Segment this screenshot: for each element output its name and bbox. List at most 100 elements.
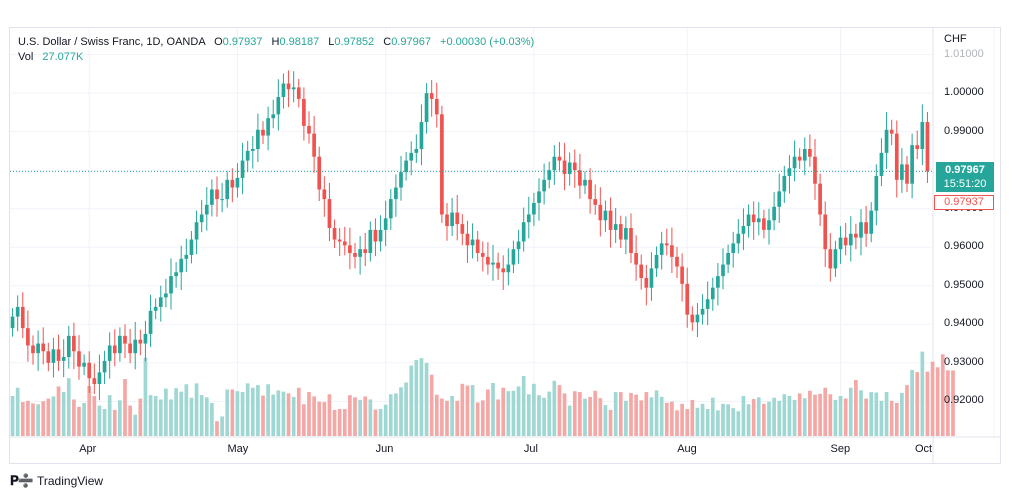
candle-body — [726, 253, 730, 265]
volume-bar — [879, 400, 884, 436]
candle-body — [838, 237, 843, 250]
candle-body — [808, 149, 812, 157]
candle-body — [455, 212, 460, 225]
volume-bar — [567, 405, 572, 436]
volume-key[interactable]: Vol — [18, 51, 34, 63]
candle-body — [169, 276, 173, 294]
candle-body — [276, 97, 281, 115]
volume-bar — [107, 395, 112, 436]
candle-body — [112, 345, 117, 354]
volume-bar — [557, 385, 562, 436]
volume-bar — [552, 380, 557, 436]
candle-body — [526, 214, 531, 223]
volume-bar — [813, 394, 817, 436]
open-key: O — [214, 36, 223, 48]
candle-body — [394, 187, 398, 200]
candle-body — [567, 162, 572, 175]
brand-name: TradingView — [37, 474, 104, 488]
volume-bar — [220, 416, 224, 436]
volume-bar — [787, 396, 792, 436]
volume-bar — [475, 402, 480, 436]
volume-bar — [792, 399, 797, 436]
volume-bar — [900, 392, 904, 436]
candle-body — [291, 87, 296, 90]
volume-bar — [429, 374, 434, 436]
candle-body — [286, 83, 291, 90]
volume-bar — [695, 407, 700, 436]
tradingview-brand[interactable]: 𝐏➗ TradingView — [10, 473, 103, 489]
volume-bar — [31, 403, 35, 436]
candle-body — [736, 233, 741, 244]
volume-bar — [291, 396, 296, 436]
candle-body — [61, 357, 66, 361]
volume-bar — [869, 392, 874, 436]
volume-bar — [92, 396, 97, 436]
candle-body — [82, 362, 86, 367]
candle-body — [772, 206, 776, 221]
volume-bar — [675, 410, 679, 436]
candle-body — [802, 149, 807, 161]
candle-body — [470, 239, 475, 246]
candle-body — [179, 258, 184, 273]
candle-body — [133, 339, 138, 354]
candle-body — [480, 253, 485, 257]
symbol-title[interactable]: U.S. Dollar / Swiss Franc, 1D, OANDA — [18, 36, 206, 48]
volume-bar — [250, 387, 255, 436]
candle-body — [373, 229, 378, 242]
volume-bar — [51, 396, 56, 436]
candle-body — [659, 243, 664, 255]
candle-body — [128, 343, 132, 354]
volume-bar — [935, 367, 940, 436]
candle-body — [654, 254, 659, 269]
candle-body — [920, 122, 925, 150]
candle-body — [649, 268, 654, 288]
volume-bar — [838, 396, 843, 436]
volume-bar — [276, 390, 281, 436]
volume-bar — [951, 370, 955, 436]
volume-bar — [562, 393, 567, 436]
volume-bar — [194, 383, 199, 436]
volume-bar — [736, 411, 741, 436]
candle-body — [235, 177, 240, 188]
candle-body — [588, 179, 592, 200]
volume-bar — [148, 395, 153, 436]
volume-bar — [756, 397, 761, 436]
candle-body — [143, 333, 148, 344]
candle-body — [731, 243, 736, 254]
currency-label: CHF — [944, 33, 967, 45]
volume-bar — [542, 397, 546, 436]
candle-body — [363, 249, 368, 254]
candle-body — [864, 222, 868, 234]
candle-body — [900, 164, 904, 180]
candle-body — [118, 335, 122, 354]
low-key: L — [328, 36, 335, 48]
price-tick-label: 1.01000 — [944, 47, 984, 60]
candle-body — [327, 199, 332, 228]
volume-bar — [731, 408, 736, 436]
candle-body — [419, 122, 424, 150]
candle-body — [440, 114, 444, 215]
time-tick-label: Oct — [915, 443, 933, 455]
volume-bar — [828, 394, 833, 436]
volume-bar — [823, 387, 828, 436]
volume-bar — [613, 392, 618, 436]
volume-bar — [470, 385, 475, 436]
candle-body — [378, 229, 383, 242]
volume-bar — [373, 409, 378, 436]
candle-body — [10, 316, 15, 329]
volume-bar — [225, 389, 230, 436]
candle-body — [700, 308, 705, 315]
volume-bar — [526, 394, 531, 436]
volume-bar — [705, 409, 710, 436]
candle-body — [215, 189, 219, 200]
candle-body — [874, 175, 879, 211]
volume-bar — [491, 382, 495, 436]
volume-bar — [578, 392, 582, 436]
candle-body — [511, 249, 516, 265]
candle-body — [174, 272, 178, 277]
candle-body — [240, 160, 245, 178]
volume-bar — [710, 397, 715, 436]
candle-body — [271, 114, 276, 119]
volume-bar — [97, 405, 102, 436]
